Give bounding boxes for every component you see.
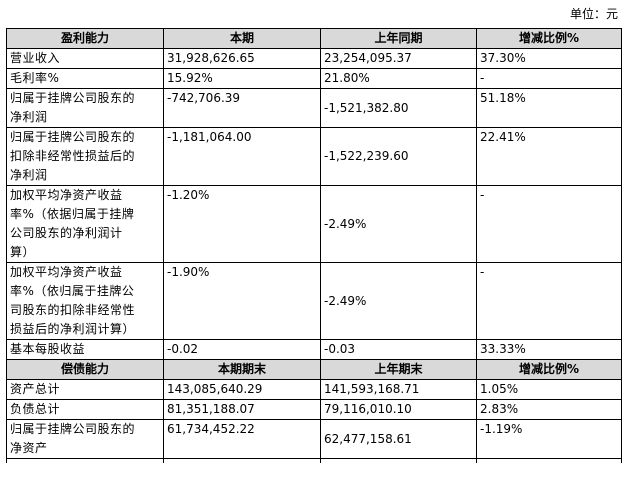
table-row-total-assets: 资产总计 143,085,640.29 141,593,168.71 1.05%	[6, 379, 622, 400]
change-value: 51.18%	[476, 88, 622, 128]
change-value: -	[476, 185, 622, 263]
table-row-basic-eps: 基本每股收益 -0.02 -0.03 33.33%	[6, 339, 622, 360]
current-value: -1,181,064.00	[163, 127, 321, 186]
table-row-net-profit-adjusted: 归属于挂牌公司股东的 扣除非经常性损益后的 净利润 -1,181,064.00 …	[6, 127, 622, 186]
current-value: 61,734,452.22	[163, 419, 321, 459]
header-profitability: 盈利能力	[6, 28, 164, 49]
previous-value: 23,254,095.37	[320, 48, 477, 69]
table-row-weighted-roe-adjusted: 加权平均净资产收益 率%（依归属于挂牌公 司股东的扣除非经常性 损益后的净利润计…	[6, 262, 622, 340]
profit-header-row: 盈利能力 本期 上年同期 增减比例%	[6, 28, 622, 49]
row-label: 归属于挂牌公司股东的 净资产	[6, 419, 164, 459]
previous-value: -2.49%	[320, 262, 477, 340]
previous-value: -1,522,239.60	[320, 127, 477, 186]
previous-value: 141,593,168.71	[320, 379, 477, 400]
header-prior-year-end: 上年期末	[320, 359, 477, 380]
change-value: -	[476, 262, 622, 340]
previous-value: 79,116,010.10	[320, 399, 477, 420]
table-row-net-profit: 归属于挂牌公司股东的 净利润 -742,706.39 -1,521,382.80…	[6, 88, 622, 128]
header-current-period: 本期	[163, 28, 321, 49]
previous-value: -0.03	[320, 339, 477, 360]
previous-value: -2.49%	[320, 185, 477, 263]
row-label: 营业收入	[6, 48, 164, 69]
row-label: 毛利率%	[6, 68, 164, 89]
change-value: -1.19%	[476, 419, 622, 459]
row-label: 负债总计	[6, 399, 164, 420]
solvency-header-row: 偿债能力 本期期末 上年期末 增减比例%	[6, 359, 622, 380]
change-value: 2.83%	[476, 399, 622, 420]
current-value: -0.02	[163, 339, 321, 360]
row-label: 资产总计	[6, 379, 164, 400]
current-value: -1.20%	[163, 185, 321, 263]
table-row-net-assets: 归属于挂牌公司股东的 净资产 61,734,452.22 62,477,158.…	[6, 419, 622, 459]
header-solvency: 偿债能力	[6, 359, 164, 380]
header-change-pct: 增减比例%	[476, 28, 622, 49]
table-row-weighted-roe: 加权平均净资产收益 率%（依据归属于挂牌 公司股东的净利润计 算） -1.20%…	[6, 185, 622, 263]
row-label: 归属于挂牌公司股东的 净利润	[6, 88, 164, 128]
current-value: 81,351,188.07	[163, 399, 321, 420]
financial-indicators-table: 盈利能力 本期 上年同期 增减比例% 营业收入 31,928,626.65 23…	[6, 28, 622, 463]
header-prior-period: 上年同期	[320, 28, 477, 49]
table-row-gross-margin: 毛利率% 15.92% 21.80% -	[6, 68, 622, 89]
table-row-total-liabilities: 负债总计 81,351,188.07 79,116,010.10 2.83%	[6, 399, 622, 420]
row-label: 加权平均净资产收益 率%（依据归属于挂牌 公司股东的净利润计 算）	[6, 185, 164, 263]
change-value: 1.05%	[476, 379, 622, 400]
row-label: 加权平均净资产收益 率%（依归属于挂牌公 司股东的扣除非经常性 损益后的净利润计…	[6, 262, 164, 340]
current-value: -1.90%	[163, 262, 321, 340]
change-value: 33.33%	[476, 339, 622, 360]
current-value: 143,085,640.29	[163, 379, 321, 400]
row-label: 归属于挂牌公司股东的 扣除非经常性损益后的 净利润	[6, 127, 164, 186]
header-change-pct: 增减比例%	[476, 359, 622, 380]
table-row-revenue: 营业收入 31,928,626.65 23,254,095.37 37.30%	[6, 48, 622, 69]
table-row-cut-off	[6, 458, 622, 463]
previous-value: -1,521,382.80	[320, 88, 477, 128]
change-value: 37.30%	[476, 48, 622, 69]
unit-label: 单位：元	[569, 7, 618, 21]
row-label: 基本每股收益	[6, 339, 164, 360]
previous-value: 21.80%	[320, 68, 477, 89]
current-value: 15.92%	[163, 68, 321, 89]
current-value: -742,706.39	[163, 88, 321, 128]
header-period-end: 本期期末	[163, 359, 321, 380]
change-value: -	[476, 68, 622, 89]
current-value: 31,928,626.65	[163, 48, 321, 69]
previous-value: 62,477,158.61	[320, 419, 477, 459]
change-value: 22.41%	[476, 127, 622, 186]
